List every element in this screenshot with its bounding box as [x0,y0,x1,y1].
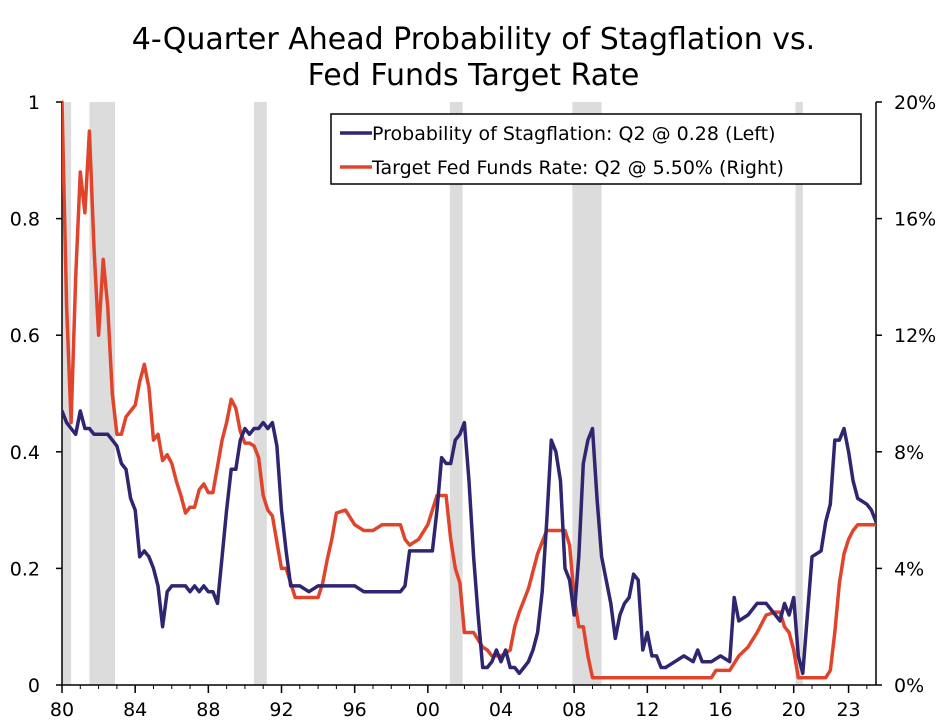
stagflation-probability-line [62,409,876,676]
recession-band-3 [254,102,267,685]
x-tick-label: 20 [782,699,806,721]
right-tick-label: 0% [894,675,924,697]
x-tick-label: 80 [50,699,74,721]
x-tick-label: 88 [196,699,220,721]
x-tick-label: 96 [343,699,367,721]
right-tick-label: 16% [894,209,936,231]
series-lines [62,100,876,680]
x-tick-label: 23 [836,699,860,721]
left-tick-label: 0 [28,675,40,697]
legend: Probability of Stagflation: Q2 @ 0.28 (L… [330,113,862,185]
chart-title: 4-Quarter Ahead Probability of Stagflati… [0,22,947,94]
right-tick-label: 4% [894,558,924,580]
legend-entry-1: Probability of Stagflation: Q2 @ 0.28 (L… [372,123,776,145]
left-tick-label: 0.8 [10,209,40,231]
right-tick-label: 12% [894,325,936,347]
left-tick-label: 0.2 [10,558,40,580]
x-tick-label: 84 [123,699,147,721]
axes [61,102,877,686]
legend-box [330,113,862,185]
tick-labels: 0 0.2 0.4 0.6 0.8 1 0% 4% 8% 12% 16% 20% 80 84 88 92 96 0… [10,92,936,721]
left-tick-label: 0.6 [10,325,40,347]
right-tick-label: 8% [894,442,924,464]
x-tick-label: 92 [269,699,293,721]
x-tick-label: 04 [489,699,513,721]
right-tick-label: 20% [894,92,936,114]
x-tick-label: 12 [635,699,659,721]
legend-entry-2: Target Fed Funds Rate: Q2 @ 5.50% (Right… [371,157,784,179]
x-tick-label: 16 [708,699,732,721]
recession-band-1 [62,102,72,685]
chart-title-line-1: 4-Quarter Ahead Probability of Stagflati… [131,22,816,57]
x-tick-label: 00 [416,699,440,721]
fed-funds-rate-line [62,100,876,680]
x-tick-label: 08 [562,699,586,721]
left-tick-label: 0.4 [10,442,40,464]
left-tick-label: 1 [28,92,40,114]
recession-band-4 [449,102,463,685]
recession-band-6 [795,102,803,685]
chart-title-line-2: Fed Funds Target Rate [307,58,640,93]
recession-bands [62,102,803,685]
